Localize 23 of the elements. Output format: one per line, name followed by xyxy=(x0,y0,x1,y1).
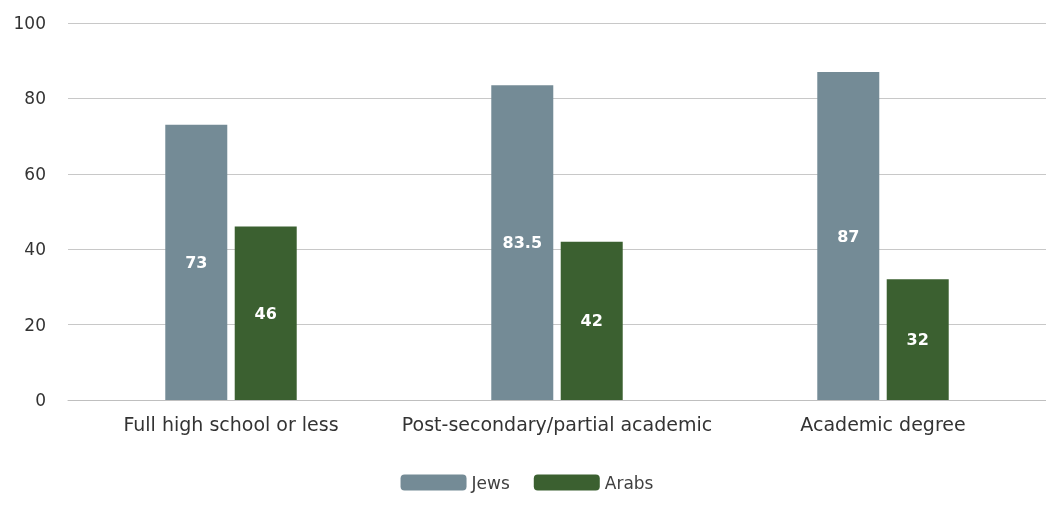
data-label: 32 xyxy=(906,330,929,350)
y-tick-label: 60 xyxy=(24,163,46,184)
y-tick-label: 80 xyxy=(24,88,46,109)
bar xyxy=(560,241,623,400)
data-label: 73 xyxy=(185,252,208,272)
data-label: 87 xyxy=(837,226,860,246)
data-label: 46 xyxy=(254,303,277,323)
x-tick-label: Full high school or less xyxy=(123,412,339,435)
y-tick-label: 100 xyxy=(13,13,46,33)
y-tick-label: 40 xyxy=(24,239,46,260)
bar xyxy=(165,124,228,400)
y-tick-label: 20 xyxy=(24,314,46,335)
x-tick-label: Academic degree xyxy=(800,412,966,435)
bar xyxy=(886,279,949,400)
legend-label: Jews xyxy=(470,472,510,493)
y-tick-label: 0 xyxy=(35,390,46,410)
data-label: 42 xyxy=(580,311,603,331)
data-label: 83.5 xyxy=(502,233,543,253)
bar xyxy=(234,226,297,400)
legend-label: Arabs xyxy=(604,472,654,493)
x-tick-label: Post-secondary/partial academic xyxy=(401,412,713,435)
bar xyxy=(817,72,880,400)
bar xyxy=(491,85,554,400)
